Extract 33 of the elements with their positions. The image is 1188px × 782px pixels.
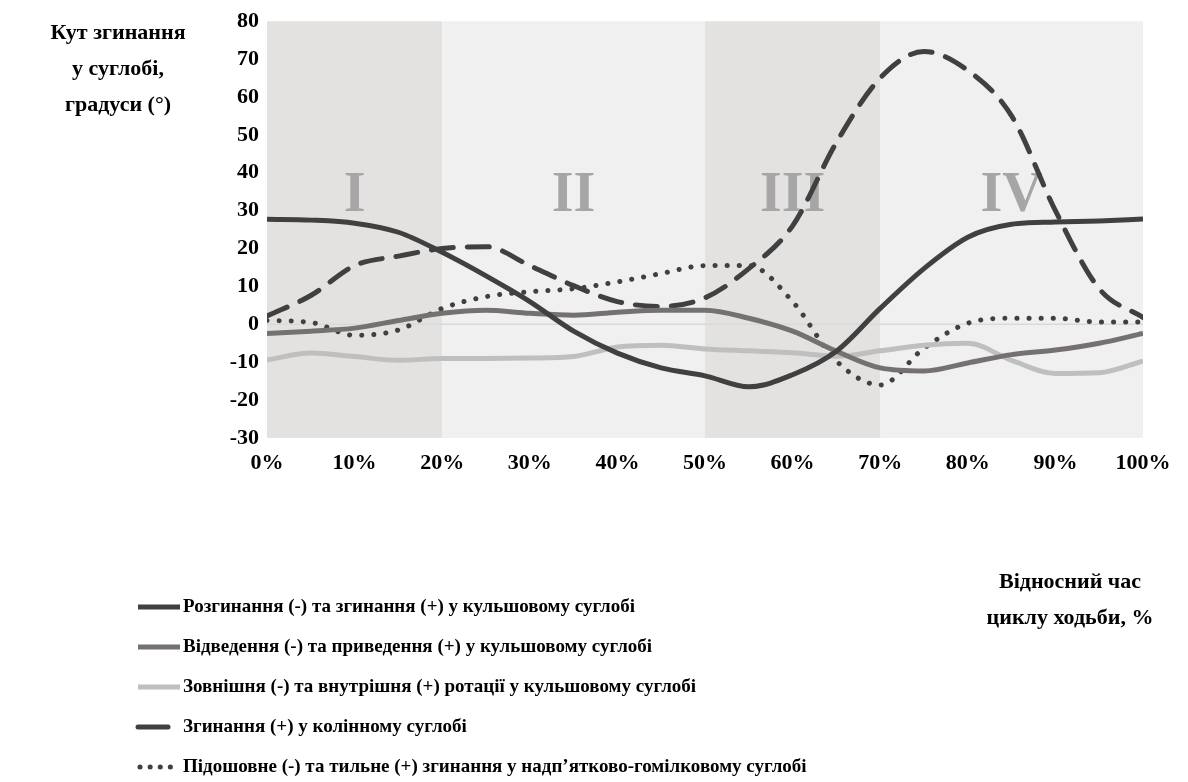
x-tick-label: 60% xyxy=(770,448,815,474)
legend-label: Згинання (+) у колінному суглобі xyxy=(183,714,467,737)
y-tick-label: -10 xyxy=(229,347,259,373)
x-tick-label: 20% xyxy=(420,448,465,474)
x-tick-label: 50% xyxy=(683,448,727,474)
y-tick-label: 60 xyxy=(237,82,259,108)
y-tick-label: 10 xyxy=(237,272,259,298)
band-label: IV xyxy=(980,160,1043,223)
y-tick-label: 20 xyxy=(237,234,259,260)
x-tick-label: 90% xyxy=(1033,448,1078,474)
y-tick-label: 30 xyxy=(237,196,259,222)
x-tick-label: 40% xyxy=(595,448,640,474)
y-axis-title: Кут згинання у суглобі, градуси (°) xyxy=(50,18,186,116)
y-tick-label: -30 xyxy=(229,423,259,449)
legend-label: Відведення (-) та приведення (+) у кульшовому суглобі xyxy=(183,634,653,657)
x-tick-label: 10% xyxy=(332,448,377,474)
x-tick-label: 0% xyxy=(250,448,284,474)
legend-label: Розгинання (-) та згинання (+) у кульшовому суглобі xyxy=(183,594,636,617)
band-label: II xyxy=(551,160,596,223)
y-tick-label: 50 xyxy=(237,120,259,146)
band-label: I xyxy=(343,160,366,223)
x-tick-label: 80% xyxy=(945,448,990,474)
y-tick-label: 80 xyxy=(237,6,259,32)
x-axis-title: Відносний час циклу ходьби, % xyxy=(986,567,1154,629)
x-tick-label: 70% xyxy=(858,448,903,474)
x-tick-label: 100% xyxy=(1115,448,1171,474)
x-tick-label: 30% xyxy=(507,448,552,474)
y-tick-label: 0 xyxy=(248,310,259,336)
legend-label: Підошовне (-) та тильне (+) згинання у надп’ятково-гомілковому суглобі xyxy=(183,754,807,777)
legend-label: Зовнішня (-) та внутрішня (+) ротації у кульшовому суглобі xyxy=(183,674,697,697)
y-tick-label: -20 xyxy=(229,385,259,411)
y-tick-label: 40 xyxy=(237,158,259,184)
y-tick-label: 70 xyxy=(237,44,259,70)
